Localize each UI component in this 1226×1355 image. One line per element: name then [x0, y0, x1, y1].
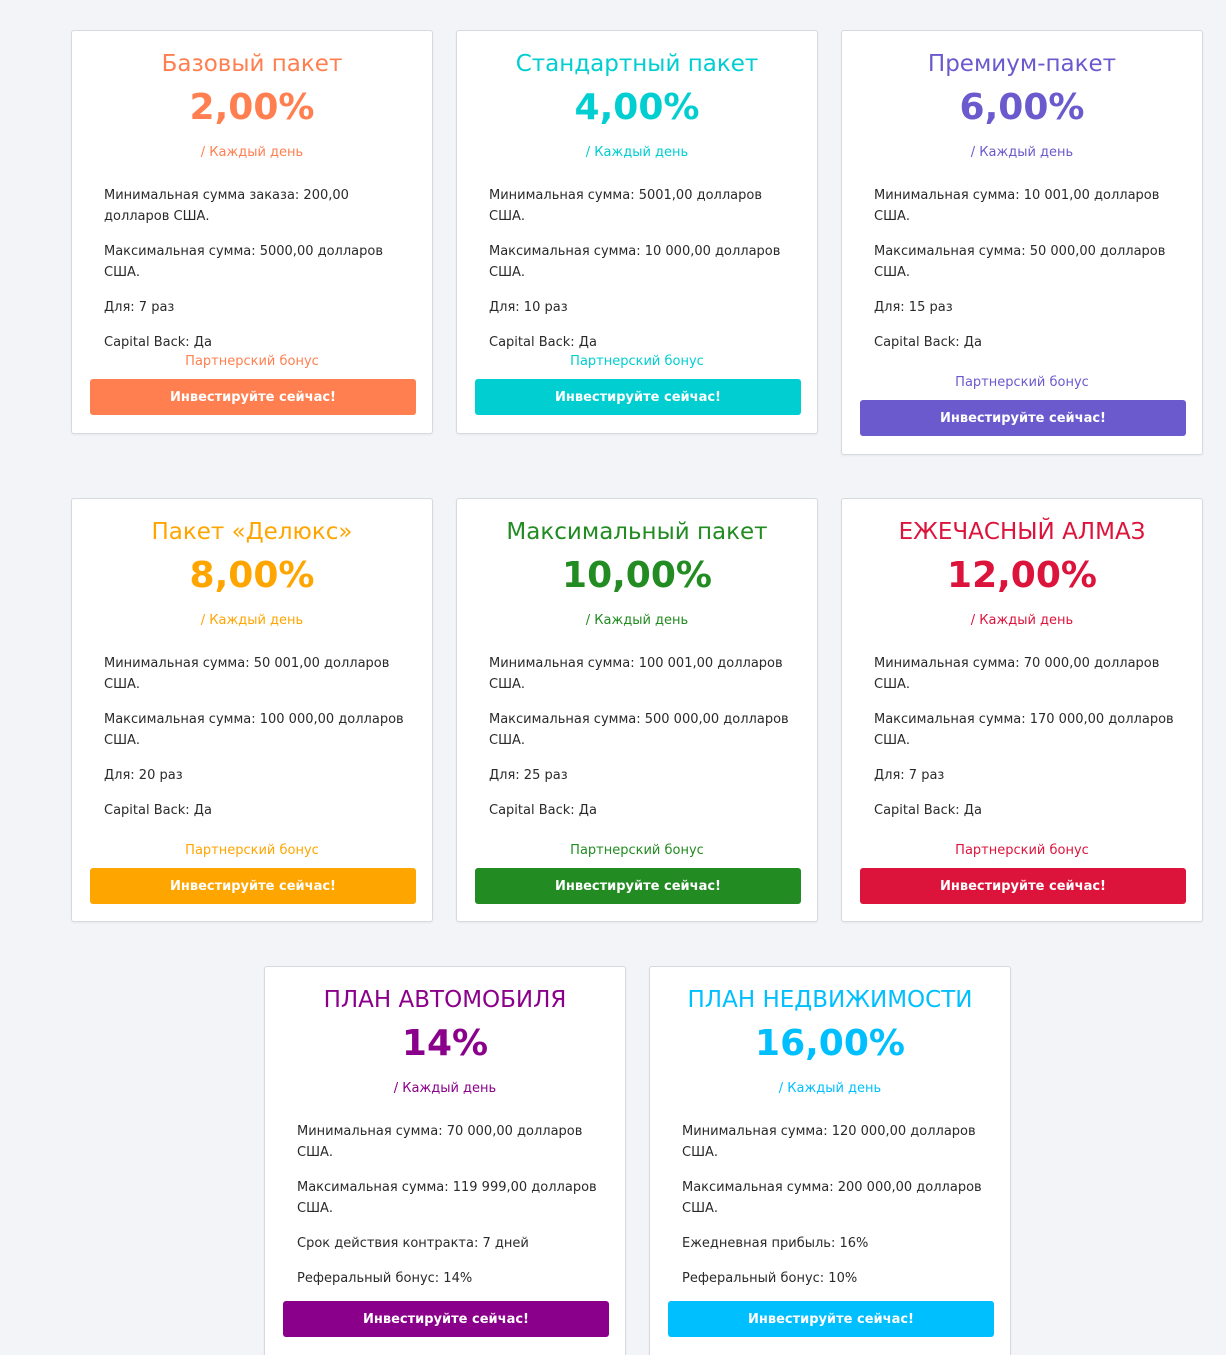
package-features: Минимальная сумма: 5001,00 долларов США.… — [489, 185, 789, 367]
partner-bonus-label: Партнерский бонус — [185, 843, 319, 858]
feature-times: Для: 20 раз — [104, 768, 183, 783]
feature-times: Для: 7 раз — [104, 300, 175, 315]
package-period: / Каждый день — [778, 1081, 882, 1096]
invest-now-button[interactable]: Инвестируйте сейчас! — [90, 868, 416, 904]
partner-bonus-label: Партнерский бонус — [185, 354, 319, 369]
package-card-car-plan: ПЛАН АВТОМОБИЛЯ 14% / Каждый день Минима… — [264, 966, 626, 1355]
feature-times: Для: 7 раз — [874, 768, 945, 783]
invest-now-button[interactable]: Инвестируйте сейчас! — [475, 868, 801, 904]
package-card-maximum: Максимальный пакет 10,00% / Каждый день … — [456, 498, 818, 922]
feature-max-amount: Максимальная сумма: 170 000,00 долларов … — [874, 712, 1174, 748]
package-features: Минимальная сумма: 50 001,00 долларов СШ… — [104, 653, 404, 835]
invest-now-button[interactable]: Инвестируйте сейчас! — [475, 379, 801, 415]
feature-times: Для: 15 раз — [874, 300, 953, 315]
package-title: Базовый пакет — [161, 51, 343, 77]
package-period: / Каждый день — [970, 145, 1074, 160]
feature-times: Для: 10 раз — [489, 300, 568, 315]
package-rate: 6,00% — [959, 87, 1085, 128]
package-card-standard: Стандартный пакет 4,00% / Каждый день Ми… — [456, 30, 818, 434]
feature-capital-back: Capital Back: Да — [489, 335, 597, 350]
feature-referral-bonus: Реферальный бонус: 10% — [682, 1271, 858, 1286]
package-title: ПЛАН АВТОМОБИЛЯ — [323, 987, 567, 1013]
package-title: Максимальный пакет — [506, 519, 768, 545]
feature-min-amount: Минимальная сумма: 10 001,00 долларов СШ… — [874, 188, 1160, 224]
feature-min-amount: Минимальная сумма: 100 001,00 долларов С… — [489, 656, 783, 692]
feature-min-amount: Минимальная сумма: 70 000,00 долларов СШ… — [874, 656, 1160, 692]
package-rate: 16,00% — [755, 1023, 905, 1064]
feature-min-amount: Минимальная сумма заказа: 200,00 долларо… — [104, 188, 349, 224]
invest-now-button[interactable]: Инвестируйте сейчас! — [283, 1301, 609, 1337]
package-period: / Каждый день — [200, 613, 304, 628]
package-card-premium: Премиум-пакет 6,00% / Каждый день Минима… — [841, 30, 1203, 455]
feature-capital-back: Capital Back: Да — [874, 335, 982, 350]
feature-daily-profit: Ежедневная прибыль: 16% — [682, 1236, 869, 1251]
package-rate: 10,00% — [562, 555, 712, 596]
feature-contract-term: Срок действия контракта: 7 дней — [297, 1236, 529, 1251]
feature-capital-back: Capital Back: Да — [104, 335, 212, 350]
feature-max-amount: Максимальная сумма: 200 000,00 долларов … — [682, 1180, 982, 1216]
invest-now-button[interactable]: Инвестируйте сейчас! — [668, 1301, 994, 1337]
package-features: Минимальная сумма: 70 000,00 долларов СШ… — [874, 653, 1174, 835]
package-title: Пакет «Делюкс» — [151, 519, 353, 545]
package-title: Премиум-пакет — [927, 51, 1117, 77]
package-card-deluxe: Пакет «Делюкс» 8,00% / Каждый день Миним… — [71, 498, 433, 922]
partner-bonus-label: Партнерский бонус — [955, 843, 1089, 858]
feature-capital-back: Capital Back: Да — [104, 803, 212, 818]
package-rate: 8,00% — [189, 555, 315, 596]
feature-min-amount: Минимальная сумма: 50 001,00 долларов СШ… — [104, 656, 390, 692]
package-features: Минимальная сумма: 120 000,00 долларов С… — [682, 1121, 982, 1303]
feature-max-amount: Максимальная сумма: 119 999,00 долларов … — [297, 1180, 597, 1216]
invest-now-button[interactable]: Инвестируйте сейчас! — [860, 868, 1186, 904]
invest-now-button[interactable]: Инвестируйте сейчас! — [860, 400, 1186, 436]
package-card-hourly-diamond: ЕЖЕЧАСНЫЙ АЛМАЗ 12,00% / Каждый день Мин… — [841, 498, 1203, 922]
package-features: Минимальная сумма: 100 001,00 долларов С… — [489, 653, 789, 835]
package-period: / Каждый день — [585, 145, 689, 160]
package-period: / Каждый день — [585, 613, 689, 628]
package-title: ЕЖЕЧАСНЫЙ АЛМАЗ — [898, 519, 1146, 545]
partner-bonus-label: Партнерский бонус — [570, 843, 704, 858]
package-title: Стандартный пакет — [515, 51, 759, 77]
feature-min-amount: Минимальная сумма: 70 000,00 долларов СШ… — [297, 1124, 583, 1160]
feature-max-amount: Максимальная сумма: 500 000,00 долларов … — [489, 712, 789, 748]
feature-capital-back: Capital Back: Да — [874, 803, 982, 818]
package-features: Минимальная сумма: 10 001,00 долларов СШ… — [874, 185, 1174, 367]
feature-max-amount: Максимальная сумма: 100 000,00 долларов … — [104, 712, 404, 748]
feature-times: Для: 25 раз — [489, 768, 568, 783]
feature-max-amount: Максимальная сумма: 50 000,00 долларов С… — [874, 244, 1166, 280]
package-period: / Каждый день — [200, 145, 304, 160]
package-rate: 14% — [401, 1023, 489, 1064]
package-card-real-estate-plan: ПЛАН НЕДВИЖИМОСТИ 16,00% / Каждый день М… — [649, 966, 1011, 1355]
package-title: ПЛАН НЕДВИЖИМОСТИ — [687, 987, 973, 1013]
partner-bonus-label: Партнерский бонус — [955, 375, 1089, 390]
package-period: / Каждый день — [393, 1081, 497, 1096]
package-rate: 2,00% — [189, 87, 315, 128]
package-card-basic: Базовый пакет 2,00% / Каждый день Минима… — [71, 30, 433, 434]
feature-max-amount: Максимальная сумма: 5000,00 долларов США… — [104, 244, 384, 280]
feature-min-amount: Минимальная сумма: 120 000,00 долларов С… — [682, 1124, 976, 1160]
partner-bonus-label: Партнерский бонус — [570, 354, 704, 369]
invest-now-button[interactable]: Инвестируйте сейчас! — [90, 379, 416, 415]
feature-referral-bonus: Реферальный бонус: 14% — [297, 1271, 473, 1286]
package-features: Минимальная сумма: 70 000,00 долларов СШ… — [297, 1121, 597, 1303]
package-period: / Каждый день — [970, 613, 1074, 628]
package-rate: 4,00% — [574, 87, 700, 128]
feature-max-amount: Максимальная сумма: 10 000,00 долларов С… — [489, 244, 781, 280]
package-features: Минимальная сумма заказа: 200,00 долларо… — [104, 185, 404, 367]
feature-capital-back: Capital Back: Да — [489, 803, 597, 818]
feature-min-amount: Минимальная сумма: 5001,00 долларов США. — [489, 188, 762, 224]
package-rate: 12,00% — [947, 555, 1097, 596]
